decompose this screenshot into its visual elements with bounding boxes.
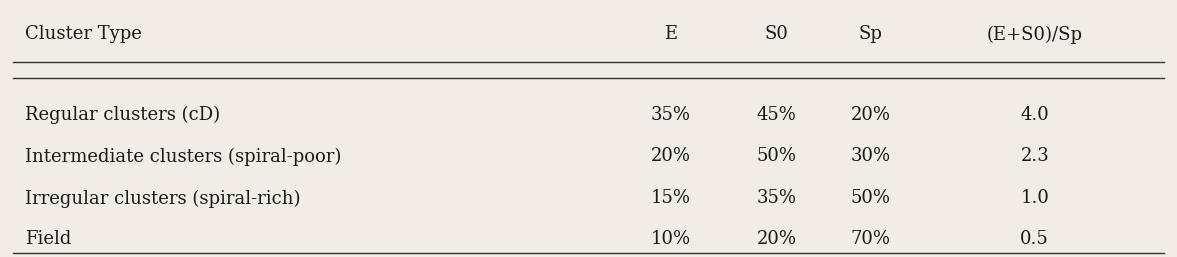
Text: 1.0: 1.0 <box>1020 189 1049 207</box>
Text: 15%: 15% <box>651 189 691 207</box>
Text: 4.0: 4.0 <box>1020 106 1049 124</box>
Text: Intermediate clusters (spiral-poor): Intermediate clusters (spiral-poor) <box>25 147 341 166</box>
Text: Irregular clusters (spiral-rich): Irregular clusters (spiral-rich) <box>25 189 300 208</box>
Text: 35%: 35% <box>757 189 797 207</box>
Text: (E+S0)/Sp: (E+S0)/Sp <box>986 25 1083 44</box>
Text: 20%: 20% <box>757 230 797 248</box>
Text: 45%: 45% <box>757 106 797 124</box>
Text: 50%: 50% <box>850 189 890 207</box>
Text: Regular clusters (cD): Regular clusters (cD) <box>25 105 220 124</box>
Text: E: E <box>664 25 677 43</box>
Text: 30%: 30% <box>850 148 890 166</box>
Text: 0.5: 0.5 <box>1020 230 1049 248</box>
Text: 20%: 20% <box>651 148 691 166</box>
Text: S0: S0 <box>764 25 789 43</box>
Text: Sp: Sp <box>858 25 883 43</box>
Text: 35%: 35% <box>651 106 691 124</box>
Text: Cluster Type: Cluster Type <box>25 25 141 43</box>
Text: 2.3: 2.3 <box>1020 148 1049 166</box>
Text: 10%: 10% <box>651 230 691 248</box>
Text: Field: Field <box>25 230 72 248</box>
Text: 50%: 50% <box>757 148 797 166</box>
Text: 70%: 70% <box>850 230 890 248</box>
Text: 20%: 20% <box>850 106 890 124</box>
